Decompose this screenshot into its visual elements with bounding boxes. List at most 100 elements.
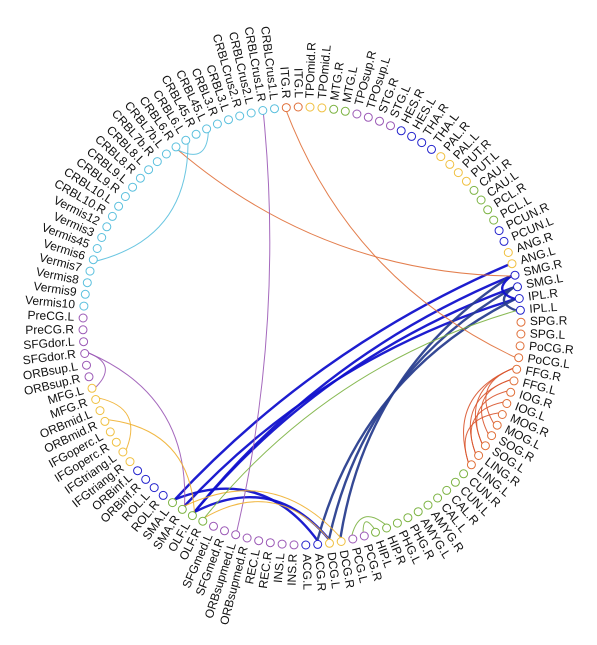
node — [359, 531, 369, 541]
node — [82, 360, 91, 370]
node — [95, 406, 105, 416]
edge — [463, 368, 513, 463]
node-label: INS.L — [271, 552, 288, 583]
node — [242, 533, 252, 543]
node — [336, 537, 346, 546]
node — [107, 211, 117, 221]
node — [480, 441, 490, 451]
node — [82, 278, 92, 288]
node — [135, 173, 145, 183]
node — [181, 135, 191, 145]
node-label: SMG.L — [525, 271, 565, 292]
node — [313, 539, 323, 549]
node — [246, 108, 256, 118]
node — [152, 157, 162, 167]
node — [450, 477, 460, 487]
node — [97, 233, 107, 242]
node-label: TPOmid.L — [315, 44, 334, 99]
node — [396, 126, 406, 136]
edge — [502, 286, 517, 312]
node — [293, 102, 303, 112]
node-label: SPG.R — [530, 314, 568, 329]
node-label: TPOmid.R — [303, 42, 319, 99]
node — [80, 349, 90, 358]
node — [161, 149, 171, 159]
node — [87, 383, 97, 393]
node-label: INS.R — [285, 553, 300, 586]
node — [120, 192, 130, 201]
node — [92, 244, 102, 253]
node-label: SFGdor.R — [22, 347, 77, 368]
node — [114, 201, 124, 211]
node-label: Vermis9 — [33, 279, 78, 299]
node — [289, 540, 299, 550]
node — [515, 305, 525, 315]
node-label: ITG.L — [291, 68, 306, 99]
node — [515, 341, 525, 351]
node-label: ACG.L — [300, 554, 315, 591]
edge — [501, 275, 516, 301]
node — [386, 121, 395, 131]
node — [502, 399, 512, 408]
node-label: PreCG.L — [27, 308, 74, 324]
node — [301, 540, 311, 550]
node-label: ITG.R — [277, 66, 293, 99]
node — [497, 410, 507, 419]
node — [442, 485, 452, 495]
node — [363, 112, 373, 122]
node — [423, 500, 433, 510]
node — [317, 103, 327, 113]
edge — [108, 419, 195, 513]
edge — [362, 521, 375, 533]
node-label: PoCG.L — [527, 351, 572, 371]
edge — [96, 143, 189, 262]
edge — [183, 297, 516, 507]
node — [433, 493, 443, 503]
node — [348, 534, 358, 544]
node — [84, 372, 94, 382]
node — [231, 530, 241, 540]
edge — [204, 501, 330, 540]
node — [149, 483, 159, 493]
edge — [184, 490, 341, 538]
node — [105, 427, 115, 437]
node-label: DCG.R — [337, 549, 358, 590]
node — [79, 337, 89, 347]
node — [209, 521, 218, 531]
node — [503, 248, 513, 257]
node-label: ACG.R — [312, 553, 329, 592]
node — [459, 469, 469, 479]
node-label: Vermis10 — [25, 293, 76, 312]
edge — [99, 397, 132, 450]
node — [499, 236, 509, 246]
node-label: REC.L — [242, 548, 263, 586]
node — [494, 226, 504, 236]
node — [177, 504, 187, 514]
edge — [177, 149, 512, 277]
node — [111, 437, 121, 447]
node — [487, 431, 497, 441]
node — [80, 289, 90, 299]
node-label: IPL.R — [527, 286, 559, 304]
node — [466, 460, 476, 470]
node — [516, 317, 526, 327]
node — [436, 152, 446, 162]
node — [235, 111, 245, 121]
node — [220, 526, 229, 536]
node — [265, 538, 275, 548]
edge — [174, 487, 319, 542]
edge — [351, 516, 386, 536]
node — [474, 451, 484, 460]
node — [371, 527, 380, 537]
node — [78, 313, 88, 323]
node — [191, 129, 201, 139]
node — [492, 420, 502, 430]
node — [144, 165, 154, 175]
node — [325, 538, 334, 548]
node — [85, 266, 95, 276]
edge — [193, 274, 512, 513]
node — [168, 498, 177, 508]
node — [125, 457, 135, 467]
node — [118, 447, 128, 457]
